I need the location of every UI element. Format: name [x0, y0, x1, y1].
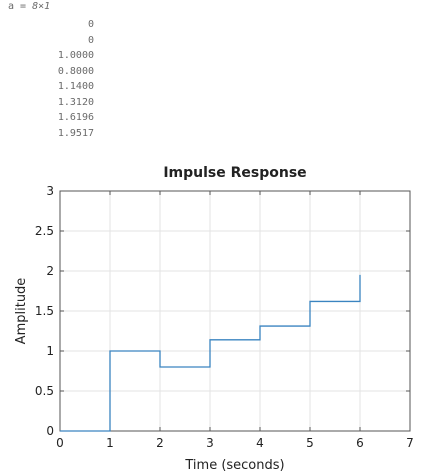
variable-dimensions: 8×1 — [32, 1, 51, 12]
x-tick-label: 2 — [156, 436, 164, 450]
y-axis-label: Amplitude — [14, 278, 29, 345]
x-tick-label: 0 — [56, 436, 64, 450]
y-tick-label: 2.5 — [35, 224, 54, 238]
y-tick-label: 3 — [46, 184, 54, 198]
x-tick-label: 6 — [356, 436, 364, 450]
variable-value: 1.1400 — [57, 81, 94, 92]
y-tick-label: 0 — [46, 424, 54, 438]
chart-title: Impulse Response — [163, 165, 306, 181]
y-tick-label: 2 — [46, 264, 54, 278]
variable-value: 0 — [87, 34, 94, 46]
chart-svg: 0 1 2 3 4 5 6 7 0 0.5 1 1.5 2 2.5 3 Impulse Response T… — [0, 150, 429, 475]
variable-values: 0 0 1.0000 0.8000 1.1400 1.3120 1.6196 1… — [0, 17, 94, 141]
command-window-output: a = 8×1 0 0 1.0000 0.8000 1.1400 1.3120 … — [0, 0, 429, 140]
variable-name: a — [8, 1, 15, 12]
impulse-response-line — [60, 274, 361, 432]
x-tick-label: 5 — [306, 436, 314, 450]
x-tick-label: 7 — [406, 436, 414, 450]
x-tick-label: 3 — [206, 436, 214, 450]
y-tick-label: 1.5 — [35, 304, 54, 318]
impulse-response-figure: 0 1 2 3 4 5 6 7 0 0.5 1 1.5 2 2.5 3 Impulse Response T… — [0, 150, 429, 475]
variable-value: 1.0000 — [57, 50, 94, 61]
variable-value: 0 — [87, 19, 94, 30]
y-tick-label: 0.5 — [35, 384, 54, 398]
x-axis-label: Time (seconds) — [184, 458, 284, 473]
equals-sign: = — [14, 1, 33, 12]
tick-label-layer: 0 1 2 3 4 5 6 7 0 0.5 1 1.5 2 2.5 3 — [35, 184, 414, 450]
variable-value: 1.6196 — [57, 112, 94, 123]
series-layer — [60, 274, 361, 432]
variable-value: 1.9517 — [57, 127, 94, 139]
x-tick-label: 4 — [256, 436, 264, 450]
variable-value: 1.3120 — [57, 96, 94, 108]
x-tick-label: 1 — [106, 436, 114, 450]
variable-value: 0.8000 — [57, 65, 94, 77]
y-tick-label: 1 — [46, 344, 54, 358]
variable-header: a = 8×1 — [8, 0, 50, 14]
